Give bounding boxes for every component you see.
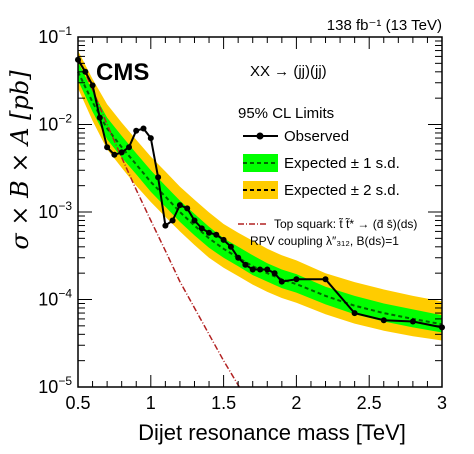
observed-point [140, 125, 147, 132]
x-tick-label: 3 [437, 393, 447, 413]
observed-point [184, 205, 191, 212]
observed-point [213, 231, 220, 238]
observed-point [169, 217, 176, 224]
observed-point [191, 217, 198, 224]
x-tick-label: 0.5 [65, 393, 90, 413]
legend-expected-2sd: Expected ± 2 s.d. [284, 182, 400, 199]
legend-observed-marker [256, 132, 264, 140]
observed-point [96, 114, 103, 121]
process-label: XX → (jj)(jj) [250, 63, 327, 80]
y-tick-label: 10−2 [38, 112, 72, 135]
observed-point [220, 236, 227, 243]
legend-observed: Observed [284, 128, 349, 145]
legend-theory: Top squark: t̃ t̃* → (d̄ s̄)(ds) [274, 216, 417, 231]
x-tick-label: 2.5 [357, 393, 382, 413]
observed-point [111, 151, 118, 158]
observed-point [235, 254, 242, 261]
observed-point [242, 261, 249, 268]
observed-point [198, 225, 205, 232]
observed-point [206, 229, 212, 236]
y-tick-label: 10−5 [38, 374, 72, 397]
legend-expected-1sd: Expected ± 1 s.d. [284, 155, 400, 172]
observed-point [380, 317, 387, 324]
x-tick-label: 2 [291, 393, 301, 413]
x-tick-label: 1.5 [211, 393, 236, 413]
observed-point [278, 278, 285, 285]
observed-point [162, 222, 169, 229]
observed-point [89, 82, 96, 89]
observed-markers [75, 56, 445, 331]
y-tick-label: 10−3 [38, 199, 72, 222]
observed-point [293, 276, 300, 283]
y-axis: 10−5 10−4 10−3 10−2 10−1 [38, 24, 442, 397]
observed-point [264, 266, 271, 273]
observed-point [227, 243, 234, 250]
x-axis: 0.5 1 1.5 2 2.5 3 [65, 37, 447, 413]
observed-point [133, 127, 140, 134]
observed-point [176, 202, 183, 209]
legend-theory-coupling: RPV coupling λ″₃₁₂, B(ds)=1 [250, 234, 399, 248]
observed-point [126, 144, 132, 151]
legend: Observed Expected ± 1 s.d. Expected ± 2 … [238, 128, 417, 248]
x-tick-label: 1 [146, 393, 156, 413]
x-axis-label: Dijet resonance mass [TeV] [138, 420, 406, 445]
observed-point [249, 266, 256, 273]
observed-point [147, 135, 154, 142]
plot-frame [77, 36, 443, 388]
lumi-label: 138 fb⁻¹ (13 TeV) [327, 17, 442, 34]
legend-title: 95% CL Limits [238, 105, 334, 122]
observed-point [409, 318, 416, 325]
observed-point [271, 270, 278, 277]
observed-point [104, 144, 111, 151]
observed-point [351, 310, 358, 317]
observed-point [82, 68, 89, 75]
y-tick-label: 10−1 [38, 24, 72, 47]
observed-point [322, 276, 329, 283]
theory-top-squark-line [77, 56, 241, 388]
y-tick-label: 10−4 [38, 287, 72, 310]
observed-point [155, 174, 162, 181]
y-axis-label: σ × B × A [pb] [6, 70, 34, 250]
observed-point [257, 266, 263, 273]
cms-label: CMS [96, 59, 149, 86]
observed-point [118, 149, 125, 156]
